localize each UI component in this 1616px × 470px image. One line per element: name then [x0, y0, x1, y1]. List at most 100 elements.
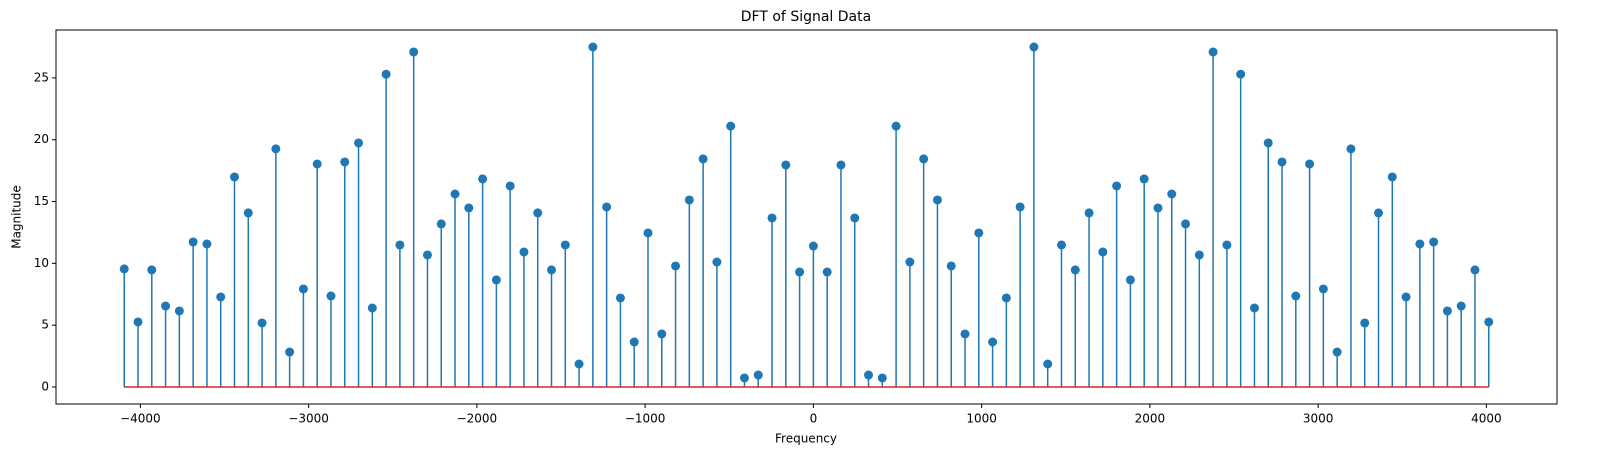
marker: [1346, 144, 1356, 154]
marker: [1153, 203, 1163, 213]
marker: [271, 144, 281, 154]
marker: [1470, 265, 1480, 275]
marker: [547, 265, 557, 275]
marker: [174, 306, 184, 316]
x-tick-label: −2000: [457, 412, 498, 426]
marker: [1125, 275, 1135, 285]
marker: [450, 189, 460, 199]
marker: [1387, 172, 1397, 182]
marker: [1167, 189, 1177, 199]
marker: [1332, 347, 1342, 357]
marker: [1029, 42, 1039, 52]
marker: [629, 337, 639, 347]
marker: [919, 154, 929, 164]
x-tick-label: 1000: [966, 412, 997, 426]
marker: [1043, 359, 1053, 369]
marker: [1194, 250, 1204, 260]
marker: [216, 292, 226, 302]
marker: [643, 228, 653, 238]
marker: [808, 241, 818, 251]
marker: [161, 301, 171, 311]
x-tick-label: −4000: [120, 412, 161, 426]
marker: [1056, 240, 1066, 250]
marker: [1442, 306, 1452, 316]
y-axis-label: Magnitude: [10, 185, 24, 249]
chart-title: DFT of Signal Data: [741, 9, 871, 25]
marker: [1415, 239, 1425, 249]
x-tick-label: 3000: [1303, 412, 1334, 426]
marker: [836, 160, 846, 170]
y-tick-label: 0: [41, 380, 49, 394]
marker: [491, 275, 501, 285]
marker: [478, 174, 488, 184]
marker: [795, 267, 805, 277]
marker: [974, 228, 984, 238]
marker: [671, 261, 681, 271]
marker: [946, 261, 956, 271]
marker: [243, 208, 253, 218]
marker: [1291, 291, 1301, 301]
plot-frame: [55, 29, 1558, 405]
marker: [312, 159, 322, 169]
marker: [257, 318, 267, 328]
marker: [767, 213, 777, 223]
marker: [822, 267, 832, 277]
x-tick-label: −3000: [288, 412, 329, 426]
marker: [1015, 202, 1025, 212]
marker: [1001, 293, 1011, 303]
marker: [1249, 303, 1259, 313]
x-axis-label: Frequency: [775, 432, 837, 446]
y-tick-label: 10: [34, 256, 49, 270]
marker: [1456, 301, 1466, 311]
marker: [726, 121, 736, 131]
marker: [285, 347, 295, 357]
marker: [1222, 240, 1232, 250]
marker: [340, 157, 350, 167]
marker: [229, 172, 239, 182]
x-tick-label: 4000: [1471, 412, 1502, 426]
marker: [781, 160, 791, 170]
marker: [133, 317, 143, 327]
marker: [712, 257, 722, 267]
marker: [409, 47, 419, 57]
marker: [1084, 208, 1094, 218]
marker: [588, 42, 598, 52]
marker: [1429, 237, 1439, 247]
marker: [988, 337, 998, 347]
marker: [1484, 317, 1494, 327]
marker: [877, 373, 887, 383]
marker: [1208, 47, 1218, 57]
marker: [615, 293, 625, 303]
x-tick-label: 0: [810, 412, 818, 426]
marker: [533, 208, 543, 218]
y-tick-label: 20: [34, 132, 49, 146]
marker: [1374, 208, 1384, 218]
marker: [1360, 318, 1370, 328]
marker: [326, 291, 336, 301]
marker: [698, 154, 708, 164]
marker: [932, 195, 942, 205]
marker: [1318, 284, 1328, 294]
marker: [1112, 181, 1122, 191]
marker: [519, 247, 529, 257]
marker: [684, 195, 694, 205]
marker: [602, 202, 612, 212]
y-tick-label: 5: [41, 318, 49, 332]
marker: [864, 370, 874, 380]
marker: [436, 219, 446, 229]
marker: [753, 370, 763, 380]
marker: [395, 240, 405, 250]
marker: [574, 359, 584, 369]
marker: [464, 203, 474, 213]
marker: [1401, 292, 1411, 302]
x-tick-label: −1000: [625, 412, 666, 426]
marker: [1181, 219, 1191, 229]
marker: [850, 213, 860, 223]
marker: [147, 265, 157, 275]
marker: [1139, 174, 1149, 184]
marker: [381, 69, 391, 79]
marker: [905, 257, 915, 267]
y-tick-label: 25: [34, 70, 49, 84]
